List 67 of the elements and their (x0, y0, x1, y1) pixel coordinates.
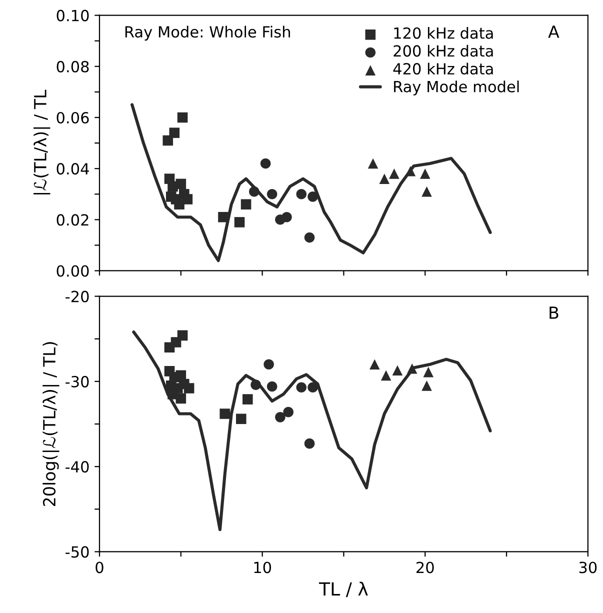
point (296, 382, 307, 393)
point (296, 188, 307, 200)
y-tick-label: 0.04 (56, 163, 89, 175)
x-tick-label: 30 (579, 562, 597, 574)
point (379, 174, 390, 184)
point (240, 199, 252, 210)
point (369, 359, 380, 370)
annotation: B (550, 306, 558, 319)
point (220, 408, 230, 419)
point (422, 186, 432, 197)
y-tick-label: -20 (66, 290, 89, 302)
point (422, 380, 432, 391)
point (234, 217, 245, 228)
point (242, 394, 253, 404)
point (406, 364, 418, 374)
point (174, 199, 184, 210)
y-tick-label: 0.06 (56, 112, 89, 124)
line-series (130, 103, 492, 262)
point (164, 342, 175, 353)
point (169, 128, 180, 138)
y-tick-label: -30 (66, 376, 89, 388)
point (266, 188, 278, 200)
point (304, 438, 315, 449)
x-tick-label: 10 (254, 562, 272, 574)
y-tick-label: 0.02 (56, 214, 88, 226)
annotation: A (548, 26, 560, 38)
point (260, 158, 271, 169)
point (177, 112, 188, 123)
point (264, 359, 274, 370)
point (236, 414, 246, 424)
y-axis-title: 20log(|ℒ(TL/λ)| / TL) (42, 342, 60, 506)
legend-label: 420 kHz data (393, 62, 493, 75)
x-tick-label: 0 (96, 562, 104, 574)
point (283, 406, 294, 418)
y-tick-label: -50 (66, 546, 89, 558)
point (218, 212, 228, 222)
point (420, 168, 430, 179)
point (423, 366, 434, 378)
point (405, 166, 416, 176)
point (368, 158, 378, 169)
point (304, 232, 315, 243)
line-series (132, 330, 492, 532)
point (275, 412, 286, 422)
legend-label: 200 kHz data (394, 44, 493, 57)
point (250, 380, 261, 390)
point (389, 168, 400, 179)
point (176, 178, 186, 190)
legend-label: 120 kHz data (394, 27, 493, 39)
point (266, 381, 278, 392)
annotation: Ray Mode: Whole Fish (125, 26, 290, 41)
point (184, 383, 194, 394)
legend-label: Ray Mode model (394, 80, 519, 96)
y-tick-label: -40 (66, 461, 89, 473)
y-tick-label: 0.10 (56, 10, 89, 22)
point (380, 370, 392, 381)
point (308, 382, 318, 393)
point (308, 192, 318, 202)
y-tick-label: 0.00 (56, 265, 89, 277)
x-tick-label: 20 (416, 562, 434, 574)
x-axis-title: TL / λ (318, 582, 368, 598)
y-tick-label: 0.08 (56, 60, 89, 72)
point (392, 365, 403, 376)
y-axis-title: |ℒ(TL/λ)| / TL (34, 90, 50, 194)
point (176, 393, 186, 404)
point (282, 212, 292, 222)
point (162, 135, 174, 146)
point (249, 186, 260, 197)
